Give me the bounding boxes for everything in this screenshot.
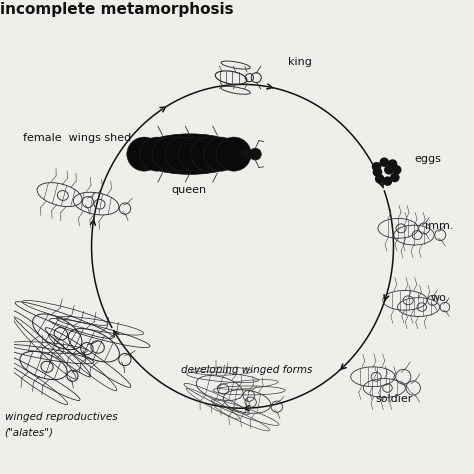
Ellipse shape: [241, 149, 254, 159]
Circle shape: [385, 166, 393, 174]
Circle shape: [178, 137, 213, 171]
Text: developing winged forms: developing winged forms: [181, 365, 312, 375]
Circle shape: [388, 160, 397, 168]
Circle shape: [373, 163, 381, 171]
Circle shape: [139, 137, 174, 171]
Circle shape: [391, 173, 399, 182]
Text: imm.: imm.: [426, 221, 454, 231]
Circle shape: [380, 158, 388, 166]
Text: eggs: eggs: [414, 154, 441, 164]
Circle shape: [217, 137, 251, 171]
Text: incomplete metamorphosis: incomplete metamorphosis: [0, 2, 234, 17]
Text: ("alates"): ("alates"): [5, 428, 54, 438]
Text: female  wings shed: female wings shed: [23, 133, 131, 143]
Circle shape: [249, 148, 261, 160]
Circle shape: [153, 137, 187, 171]
Circle shape: [383, 177, 392, 185]
Circle shape: [127, 137, 162, 171]
Text: queen: queen: [172, 185, 207, 195]
Text: king: king: [288, 57, 312, 67]
Ellipse shape: [135, 134, 245, 174]
Text: winged reproductives: winged reproductives: [5, 412, 117, 422]
Text: soldier: soldier: [375, 394, 412, 404]
Circle shape: [375, 175, 384, 183]
Circle shape: [392, 166, 401, 174]
Text: wo.: wo.: [430, 293, 449, 303]
Circle shape: [374, 168, 382, 176]
Circle shape: [191, 137, 226, 171]
Circle shape: [204, 137, 238, 171]
Circle shape: [165, 137, 200, 171]
